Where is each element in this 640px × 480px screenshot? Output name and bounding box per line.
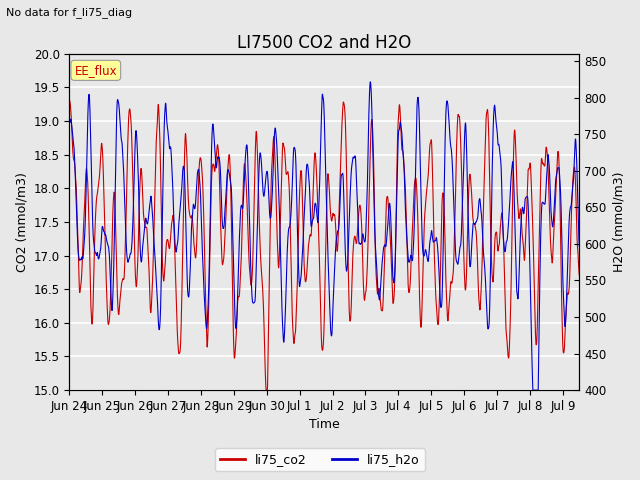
Legend: li75_co2, li75_h2o: li75_co2, li75_h2o [215, 448, 425, 471]
Line: li75_h2o: li75_h2o [69, 82, 579, 390]
li75_h2o [558, 241, 566, 247]
li75_h2o [327, 330, 335, 336]
li75_h2o [401, 177, 408, 183]
Y-axis label: CO2 (mmol/m3): CO2 (mmol/m3) [15, 172, 28, 272]
Y-axis label: H2O (mmol/m3): H2O (mmol/m3) [612, 172, 625, 272]
li75_co2 [385, 213, 393, 219]
li75_co2 [327, 215, 335, 221]
Title: LI7500 CO2 and H2O: LI7500 CO2 and H2O [237, 34, 412, 52]
li75_co2 [575, 273, 583, 278]
li75_h2o [497, 165, 505, 171]
Text: EE_flux: EE_flux [74, 64, 117, 77]
li75_h2o [529, 387, 537, 393]
li75_co2 [497, 213, 505, 219]
li75_co2 [65, 97, 73, 103]
Line: li75_co2: li75_co2 [69, 100, 579, 390]
li75_h2o [367, 79, 374, 84]
Text: No data for f_li75_diag: No data for f_li75_diag [6, 7, 132, 18]
li75_h2o [575, 244, 583, 250]
li75_co2 [558, 301, 566, 307]
li75_h2o [95, 253, 103, 259]
X-axis label: Time: Time [309, 419, 340, 432]
li75_h2o [385, 204, 393, 209]
li75_co2 [262, 387, 270, 393]
li75_co2 [95, 175, 103, 180]
li75_h2o [65, 120, 73, 126]
li75_co2 [401, 169, 408, 175]
